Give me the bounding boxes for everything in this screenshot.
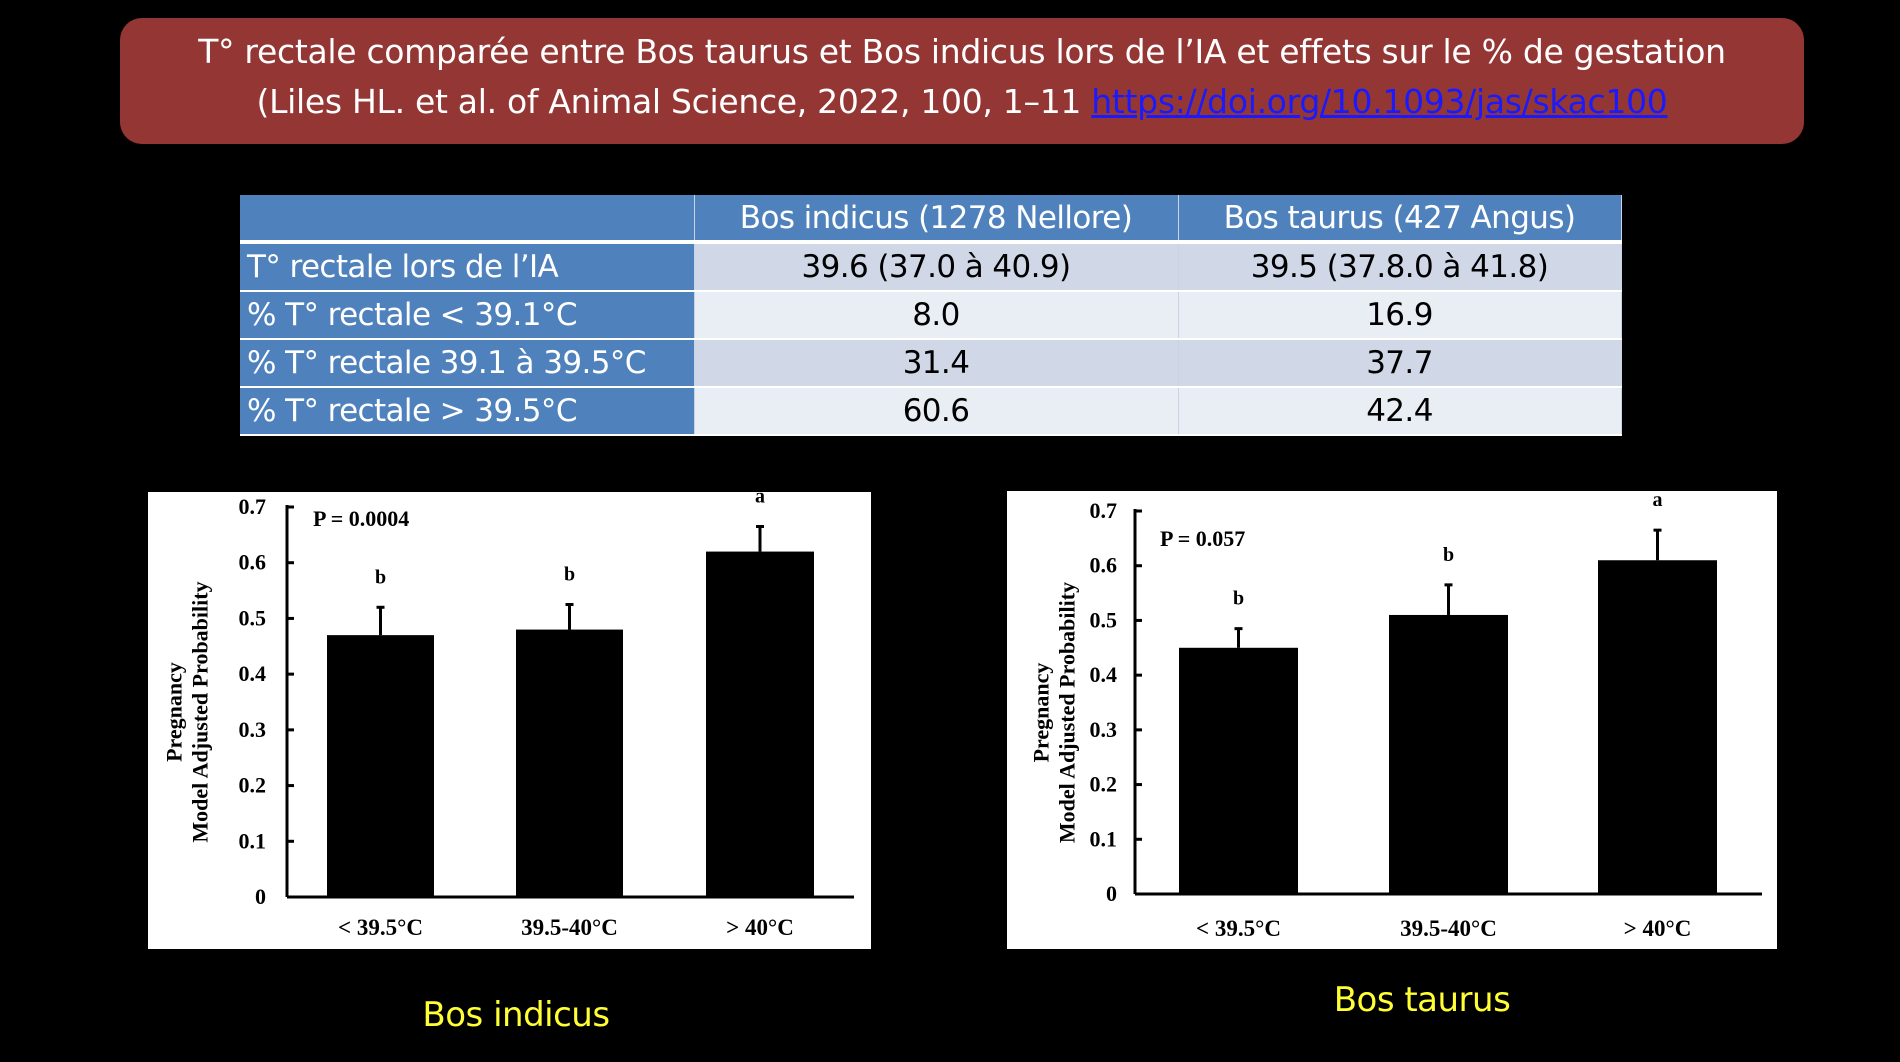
y-tick-label: 0.5 [1090, 607, 1118, 632]
bar-chart-svg: 0 0.1 0.2 0.3 0.4 0.5 0.6 0.7 Pregnancy Model Adj… [162, 492, 854, 940]
x-category-label: < 39.5°C [1196, 916, 1281, 941]
y-axis-label-line1: Pregnancy [162, 662, 187, 762]
rectal-temperature-table: Bos indicus (1278 Nellore) Bos taurus (4… [240, 195, 1622, 436]
p-value-annotation: P = 0.0004 [313, 506, 409, 531]
title-banner: T° rectale comparée entre Bos taurus et … [120, 18, 1804, 144]
x-category-label: > 40°C [726, 915, 794, 940]
y-tick-label: 0 [1106, 881, 1117, 906]
significance-letter: b [564, 564, 575, 586]
y-tick-label: 0.3 [1090, 717, 1118, 742]
x-category-label: 39.5-40°C [521, 915, 618, 940]
header-bos-indicus: Bos indicus (1278 Nellore) [694, 195, 1179, 244]
row-label: % T° rectale < 39.1°C [240, 291, 695, 340]
y-tick-label: 0.7 [1090, 498, 1118, 523]
y-axis-label-line1: Pregnancy [1029, 663, 1054, 763]
cell-taurus: 42.4 [1178, 387, 1622, 436]
bar [1598, 560, 1717, 894]
x-category-label: < 39.5°C [338, 915, 423, 940]
bar [1389, 614, 1508, 894]
significance-letter: a [1653, 491, 1663, 511]
row-label: % T° rectale 39.1 à 39.5°C [240, 339, 695, 388]
table-row: % T° rectale > 39.5°C 60.6 42.4 [240, 387, 1622, 436]
cell-indicus: 60.6 [694, 387, 1179, 436]
significance-letter: a [755, 492, 765, 508]
significance-letter: b [1233, 588, 1244, 610]
bar [706, 551, 814, 897]
x-category-label: > 40°C [1624, 916, 1692, 941]
caption-bos-taurus: Bos taurus [1333, 980, 1511, 1020]
y-tick-label: 0.2 [239, 773, 267, 798]
cell-indicus: 39.6 (37.0 à 40.9) [694, 242, 1179, 292]
chart-bos-indicus: 0 0.1 0.2 0.3 0.4 0.5 0.6 0.7 Pregnancy Model Adj… [148, 492, 871, 949]
y-tick-label: 0.1 [239, 828, 267, 853]
title-line-1: T° rectale comparée entre Bos taurus et … [198, 32, 1726, 71]
cell-taurus: 16.9 [1178, 291, 1622, 340]
p-value-annotation: P = 0.057 [1160, 526, 1245, 551]
y-tick-label: 0.4 [1090, 662, 1118, 687]
cell-indicus: 8.0 [694, 291, 1179, 340]
y-tick-label: 0.3 [239, 717, 267, 742]
y-tick-label: 0.5 [239, 605, 267, 630]
caption-bos-indicus: Bos indicus [422, 995, 610, 1035]
y-tick-label: 0.6 [239, 550, 267, 575]
significance-letter: b [1443, 544, 1454, 566]
y-axis-label-line2: Model Adjusted Probability [1055, 582, 1080, 843]
chart-bos-taurus: 0 0.1 0.2 0.3 0.4 0.5 0.6 0.7 Pregnancy Model Adj… [1007, 491, 1777, 949]
doi-link[interactable]: https://doi.org/10.1093/jas/skac100 [1091, 82, 1668, 121]
y-tick-label: 0 [255, 884, 266, 909]
y-tick-label: 0.1 [1090, 826, 1118, 851]
significance-letter: b [375, 566, 386, 588]
row-label: % T° rectale > 39.5°C [240, 387, 695, 436]
header-bos-taurus: Bos taurus (427 Angus) [1178, 195, 1622, 244]
cell-indicus: 31.4 [694, 339, 1179, 388]
y-tick-label: 0.2 [1090, 772, 1118, 797]
table-row: T° rectale lors de l’IA 39.6 (37.0 à 40.… [240, 242, 1622, 292]
table-header-row: Bos indicus (1278 Nellore) Bos taurus (4… [240, 195, 1622, 244]
y-tick-label: 0.6 [1090, 553, 1118, 578]
y-axis-label-line2: Model Adjusted Probability [188, 581, 213, 842]
table-row: % T° rectale 39.1 à 39.5°C 31.4 37.7 [240, 339, 1622, 388]
x-category-label: 39.5-40°C [1400, 916, 1497, 941]
header-empty [240, 195, 695, 244]
cell-taurus: 39.5 (37.8.0 à 41.8) [1178, 242, 1622, 292]
title-line-2: (Liles HL. et al. of Animal Science, 202… [120, 77, 1804, 127]
bar [327, 635, 434, 897]
cell-taurus: 37.7 [1178, 339, 1622, 388]
bar-chart-svg: 0 0.1 0.2 0.3 0.4 0.5 0.6 0.7 Pregnancy Model Adj… [1029, 491, 1762, 941]
bar [1179, 647, 1298, 894]
row-label: T° rectale lors de l’IA [240, 242, 695, 292]
y-tick-label: 0.7 [239, 494, 267, 519]
table-row: % T° rectale < 39.1°C 8.0 16.9 [240, 291, 1622, 340]
citation-text: (Liles HL. et al. of Animal Science, 202… [256, 82, 1092, 121]
bar [516, 629, 623, 897]
y-tick-label: 0.4 [239, 661, 267, 686]
